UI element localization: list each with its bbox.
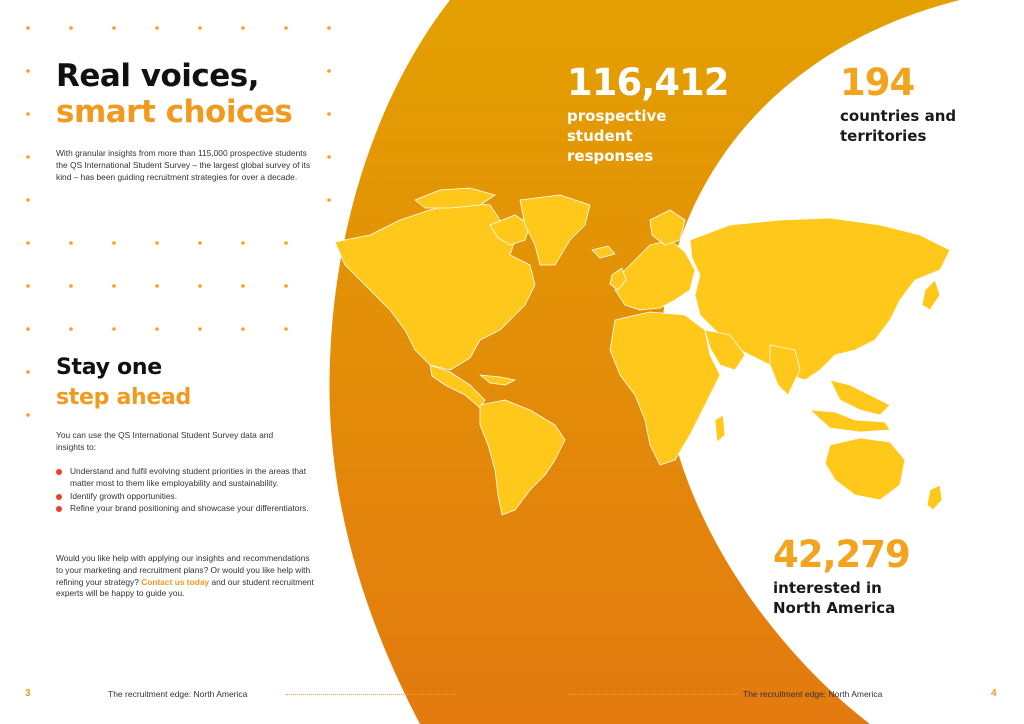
decorative-dot <box>327 26 331 30</box>
stat-label: countries and territories <box>840 107 957 145</box>
decorative-dot <box>26 413 30 417</box>
decorative-dot <box>241 241 245 245</box>
map-india <box>769 344 801 396</box>
decorative-dot <box>198 284 202 288</box>
map-arctic-islands <box>414 187 496 209</box>
main-title: Real voices, smart choices <box>56 58 293 130</box>
list-item-text: Refine your brand positioning and showca… <box>70 503 309 514</box>
decorative-dot <box>198 241 202 245</box>
decorative-dot <box>26 69 30 73</box>
map-uk <box>609 267 627 291</box>
stat-responses: 116,412 prospective student responses <box>567 60 730 166</box>
decorative-dot <box>26 241 30 245</box>
right-footer-text: The recruitment edge: North America <box>743 689 883 699</box>
decorative-dot <box>284 26 288 30</box>
decorative-dot <box>26 26 30 30</box>
map-japan <box>921 279 941 311</box>
map-caribbean <box>479 374 516 386</box>
map-europe <box>614 239 696 311</box>
list-item: Identify growth opportunities. <box>56 491 318 503</box>
contact-us-link[interactable]: Contact us today <box>141 576 210 587</box>
decorative-dot <box>26 112 30 116</box>
decorative-dot <box>155 26 159 30</box>
map-new-zealand <box>926 484 943 511</box>
intro-paragraph: With granular insights from more than 11… <box>56 148 311 182</box>
decorative-dot <box>26 155 30 159</box>
stat-label: prospective student responses <box>567 107 667 165</box>
stat-value: 194 <box>840 61 915 104</box>
section-title-line2: step ahead <box>56 385 191 410</box>
right-footer-divider <box>568 694 738 695</box>
decorative-dot <box>198 26 202 30</box>
decorative-dot <box>69 284 73 288</box>
left-page-number: 3 <box>25 688 31 699</box>
main-title-line1: Real voices, <box>56 58 260 94</box>
decorative-dot <box>112 241 116 245</box>
bullet-dot-icon <box>56 493 62 500</box>
left-footer-text: The recruitment edge: North America <box>108 689 248 699</box>
stat-label: interested in North America <box>773 579 896 617</box>
decorative-dot <box>327 112 331 116</box>
right-page-number: 4 <box>991 688 997 699</box>
left-footer-divider <box>286 694 456 695</box>
decorative-dot <box>26 284 30 288</box>
bullet-dot-icon <box>56 506 62 513</box>
map-canada-east <box>489 214 531 246</box>
map-africa <box>609 311 721 466</box>
decorative-dot <box>327 69 331 73</box>
decorative-dot <box>112 26 116 30</box>
decorative-dot <box>198 327 202 331</box>
stat-north-america: 42,279 interested in North America <box>773 532 923 618</box>
decorative-dot <box>69 327 73 331</box>
decorative-dot <box>69 241 73 245</box>
decorative-dot <box>155 327 159 331</box>
main-title-line2: smart choices <box>56 94 293 130</box>
map-southeast-asia <box>829 379 891 416</box>
map-greenland <box>519 194 591 266</box>
map-australia <box>824 437 906 501</box>
help-text-after: and our student recruitment experts will… <box>56 576 314 599</box>
section-title-line1: Stay one <box>56 355 162 380</box>
stat-value: 42,279 <box>773 533 911 576</box>
map-indonesia <box>809 409 891 433</box>
map-iceland <box>591 245 616 259</box>
world-map <box>334 187 951 516</box>
help-paragraph: Would you like help with applying our in… <box>56 553 318 600</box>
decorative-dot <box>284 327 288 331</box>
section-intro: You can use the QS International Student… <box>56 430 274 452</box>
decorative-dot <box>155 284 159 288</box>
map-arabian-peninsula <box>704 329 746 371</box>
decorative-dot <box>241 26 245 30</box>
list-item: Refine your brand positioning and showca… <box>56 503 318 515</box>
list-item: Understand and fulfil evolving student p… <box>56 466 318 490</box>
benefit-list: Understand and fulfil evolving student p… <box>56 466 318 516</box>
section-title: Stay one step ahead <box>56 353 191 413</box>
decorative-dot <box>155 241 159 245</box>
decorative-dot <box>284 284 288 288</box>
decorative-dot <box>241 284 245 288</box>
decorative-dot <box>327 155 331 159</box>
decorative-dot <box>327 198 331 202</box>
decorative-dot <box>26 370 30 374</box>
map-madagascar <box>714 414 726 443</box>
decorative-dot <box>112 284 116 288</box>
map-central-america <box>429 364 486 409</box>
list-item-text: Identify growth opportunities. <box>70 490 178 501</box>
decorative-dot <box>241 327 245 331</box>
map-asia <box>689 217 951 381</box>
decorative-dot <box>284 241 288 245</box>
decorative-dot <box>112 327 116 331</box>
stat-countries: 194 countries and territories <box>840 60 970 146</box>
help-text-before: Would you like help with applying our in… <box>56 553 311 587</box>
map-scandinavia <box>649 209 686 246</box>
list-item-text: Understand and fulfil evolving student p… <box>70 466 307 488</box>
bullet-dot-icon <box>56 469 62 475</box>
decorative-dot <box>26 327 30 331</box>
stat-value: 116,412 <box>567 61 730 104</box>
decorative-dot <box>69 26 73 30</box>
map-south-america <box>479 399 566 516</box>
decorative-dot <box>26 198 30 202</box>
